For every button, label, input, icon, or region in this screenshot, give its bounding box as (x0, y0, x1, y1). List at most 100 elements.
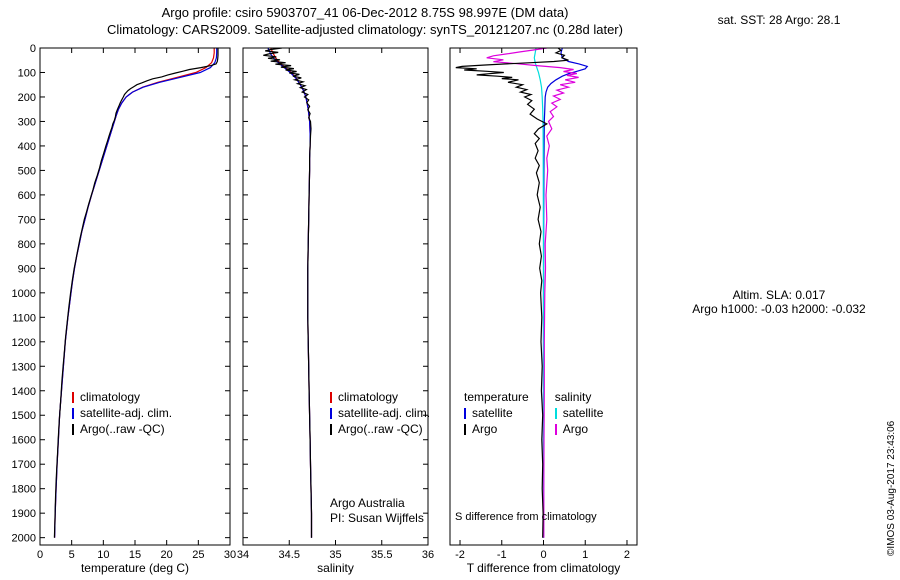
x-tick-label: 2 (624, 549, 630, 561)
legend-label: climatology (80, 390, 141, 404)
depth-tick-label: 1500 (12, 410, 36, 422)
depth-tick-label: 1100 (12, 312, 36, 324)
argo-line-swatch (330, 423, 332, 435)
satellite-line-swatch (330, 407, 332, 419)
x-tick-label: -2 (455, 549, 465, 561)
legend-label: satellite-adj. clim. (80, 406, 173, 420)
x-tick-label: 34 (237, 549, 249, 561)
legend-header-temperature: temperature (464, 389, 529, 405)
depth-tick-label: 0 (30, 43, 36, 55)
difference_profile-panel: -2 -1 0 1 2 (449, 47, 638, 561)
climatology-line-swatch (72, 391, 74, 403)
depth-tick-label: 300 (18, 116, 36, 128)
depth-tick-label: 900 (18, 263, 36, 275)
figure-subtitle: Climatology: CARS2009. Satellite-adjuste… (107, 22, 623, 37)
difference-legend: temperature satellite Argo salinity sate… (464, 389, 603, 437)
depth-tick-label: 600 (18, 190, 36, 202)
x-tick-label: 36 (422, 549, 434, 561)
legend-label: satellite (472, 406, 513, 420)
climatology-line-swatch (330, 391, 332, 403)
legend-label: satellite-adj. clim. (338, 406, 431, 420)
series-satellite_s (533, 48, 545, 538)
legend-item-climatology: climatology (330, 389, 430, 405)
x-tick-label: 10 (97, 549, 109, 561)
s-difference-label: S difference from climatology (455, 511, 597, 523)
sla-map-title-line1: Altim. SLA: 0.017 (732, 288, 826, 302)
temperature-axis-label: temperature (deg C) (80, 561, 190, 575)
salinity-axis-label: salinity (317, 561, 354, 575)
depth-tick-label: 100 (18, 67, 36, 79)
x-tick-label: 0 (540, 549, 546, 561)
legend-item-argo-t: Argo (464, 421, 529, 437)
series-satellite (542, 48, 589, 538)
argo-s-line-swatch (554, 423, 557, 435)
legend-header-label: temperature (464, 390, 529, 404)
figure-title: Argo profile: csiro 5903707_41 06-Dec-20… (161, 5, 569, 20)
series-argo_s (486, 48, 579, 538)
sla-map-title-line2: Argo h1000: -0.03 h2000: -0.032 (692, 302, 866, 316)
legend-header-salinity: salinity (555, 389, 604, 405)
legend-item-climatology: climatology (72, 389, 172, 405)
series-climatology (54, 48, 215, 538)
legend-item-satellite-s: satellite (554, 405, 604, 421)
x-tick-label: 30 (224, 549, 236, 561)
imos-copyright: ©IMOS 03-Aug-2017 23:43:06 (886, 420, 897, 556)
series-satellite (267, 48, 313, 538)
salinity-legend: climatology satellite-adj. clim. Argo(..… (330, 389, 430, 437)
difference-legend-salinity-column: salinity satellite Argo (554, 389, 604, 437)
legend-header-label: salinity (554, 390, 592, 404)
legend-label: Argo(..raw -QC) (80, 422, 165, 436)
legend-item-argo-s: Argo (554, 421, 604, 437)
legend-label: climatology (338, 390, 399, 404)
legend-label: Argo(..raw -QC) (338, 422, 423, 436)
legend-label: Argo (472, 422, 498, 436)
satellite-s-line-swatch (554, 407, 557, 419)
x-tick-label: 34.5 (279, 549, 300, 561)
x-tick-label: 35.5 (371, 549, 392, 561)
temperature-legend: climatology satellite-adj. clim. Argo(..… (72, 389, 172, 437)
legend-item-argo: Argo(..raw -QC) (72, 421, 172, 437)
legend-item-satellite: satellite-adj. clim. (330, 405, 430, 421)
depth-tick-label: 1200 (12, 337, 36, 349)
x-tick-label: 15 (129, 549, 141, 561)
legend-item-satellite: satellite-adj. clim. (72, 405, 172, 421)
x-tick-label: 20 (161, 549, 173, 561)
sst-map-title: sat. SST: 28 Argo: 28.1 (717, 13, 841, 27)
legend-label: Argo (562, 422, 589, 436)
depth-tick-label: 1900 (12, 508, 36, 520)
argo-line-swatch (72, 423, 74, 435)
legend-item-satellite-t: satellite (464, 405, 529, 421)
depth-tick-label: 700 (18, 214, 36, 226)
series-climatology (270, 48, 313, 538)
depth-tick-label: 1400 (12, 386, 36, 398)
depth-tick-label: 800 (18, 239, 36, 251)
series-argo (53, 48, 219, 538)
satellite-t-line-swatch (464, 407, 466, 419)
x-tick-label: 35 (329, 549, 341, 561)
x-tick-label: -1 (497, 549, 507, 561)
series-argo (263, 48, 313, 538)
x-tick-label: 25 (192, 549, 204, 561)
legend-label: satellite (562, 406, 604, 420)
temperature_profile-panel: 0 5 10 15 20 25 300100200300400500600700800900… (12, 43, 237, 561)
series-satellite (54, 48, 218, 538)
depth-tick-label: 1800 (12, 484, 36, 496)
depth-tick-label: 1300 (12, 361, 36, 373)
difference-legend-temperature-column: temperature satellite Argo (464, 389, 529, 437)
x-tick-label: 5 (69, 549, 75, 561)
series-argo (455, 48, 569, 538)
legend-item-argo: Argo(..raw -QC) (330, 421, 430, 437)
t-difference-axis-label: T difference from climatology (466, 561, 621, 575)
x-tick-label: 1 (582, 549, 588, 561)
argo-t-line-swatch (464, 423, 466, 435)
depth-tick-label: 200 (18, 92, 36, 104)
x-tick-label: 0 (37, 549, 43, 561)
attribution-line1: Argo Australia (330, 496, 405, 510)
depth-tick-label: 1000 (12, 288, 36, 300)
depth-tick-label: 400 (18, 141, 36, 153)
depth-tick-label: 2000 (12, 533, 36, 545)
depth-tick-label: 1600 (12, 435, 36, 447)
attribution-line2: PI: Susan Wijffels (330, 511, 424, 525)
